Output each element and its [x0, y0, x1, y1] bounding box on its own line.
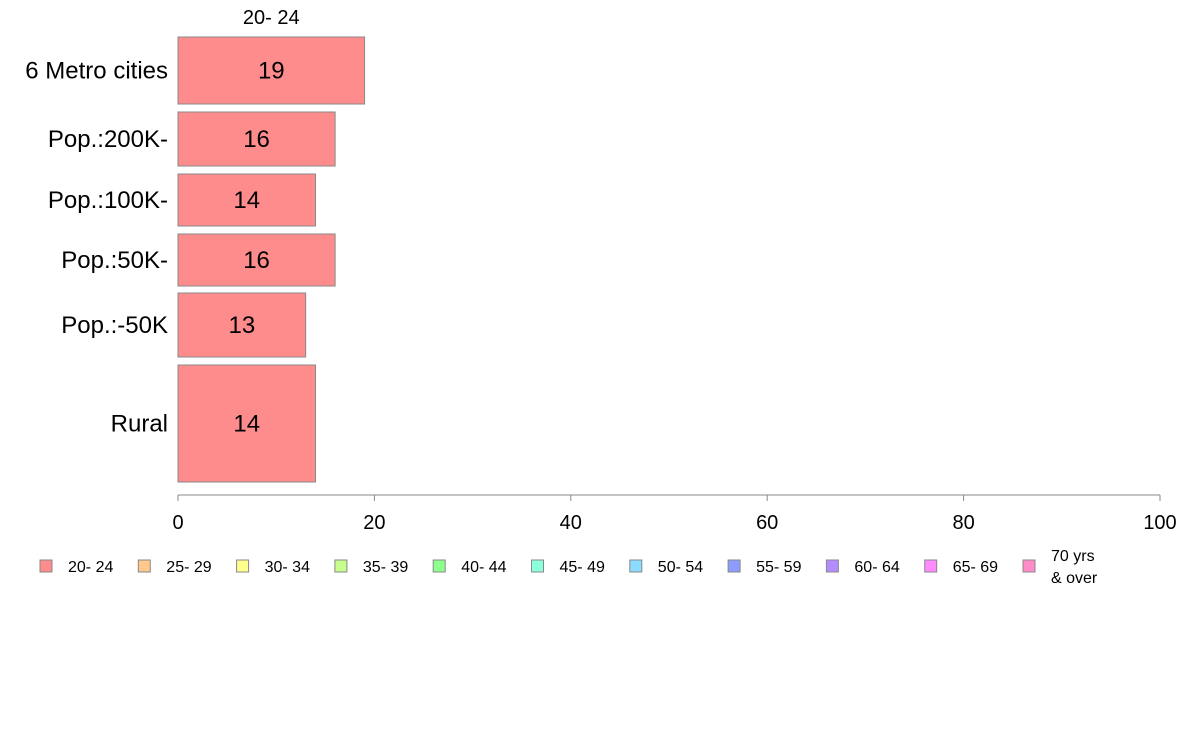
category-label: Pop.:200K-	[48, 126, 168, 153]
legend-swatch	[334, 559, 348, 573]
x-tick-label: 20	[363, 512, 385, 534]
legend-label: 30- 34	[265, 559, 310, 576]
bar-segment	[177, 292, 307, 358]
legend-label: 50- 54	[658, 559, 703, 576]
legend-swatch	[236, 559, 250, 573]
legend-label: 45- 49	[560, 559, 605, 576]
bar-segment	[177, 36, 366, 105]
legend-swatch	[531, 559, 544, 573]
bar-segment	[177, 111, 336, 167]
legend-label: 25- 29	[166, 559, 211, 576]
legend-swatch	[629, 559, 643, 573]
bar-value-label: 16	[243, 126, 270, 153]
category-label: Pop.:100K-	[48, 187, 168, 214]
category-label: 6 Metro cities	[25, 58, 168, 85]
legend-label: 65- 69	[953, 559, 998, 576]
legend-label: 40- 44	[461, 559, 506, 576]
category-label: Rural	[111, 411, 168, 438]
legend-label: 20- 24	[68, 559, 113, 576]
legend-swatch	[924, 559, 938, 573]
legend-swatch	[137, 559, 151, 573]
bar-value-label: 16	[243, 247, 270, 274]
x-tick-label: 40	[560, 512, 582, 534]
legend-label: 60- 64	[854, 559, 899, 576]
bar-segment	[177, 173, 316, 227]
legend-swatch	[1022, 559, 1036, 573]
bar-segment	[177, 233, 336, 287]
legend-label: 55- 59	[756, 559, 801, 576]
bar-value-label: 14	[233, 411, 260, 438]
legend-label: 70 yrs & over	[1051, 548, 1098, 587]
bar-value-label: 19	[258, 58, 285, 85]
legend-swatch	[727, 559, 741, 573]
x-tick-label: 60	[756, 512, 778, 534]
bar-value-label: 13	[228, 312, 255, 339]
legend-label: 35- 39	[363, 559, 408, 576]
category-label: Pop.:-50K	[61, 312, 168, 339]
legend-swatch	[825, 559, 839, 573]
segment-header-label: 20- 24	[243, 7, 300, 29]
category-label: Pop.:50K-	[61, 247, 168, 274]
legend-swatch	[432, 559, 446, 573]
bar-segment	[177, 364, 316, 483]
x-tick-label: 80	[952, 512, 974, 534]
legend-swatch	[39, 559, 53, 573]
x-tick-label: 0	[172, 512, 183, 534]
x-tick-label: 100	[1143, 512, 1176, 534]
bar-value-label: 14	[233, 187, 260, 214]
